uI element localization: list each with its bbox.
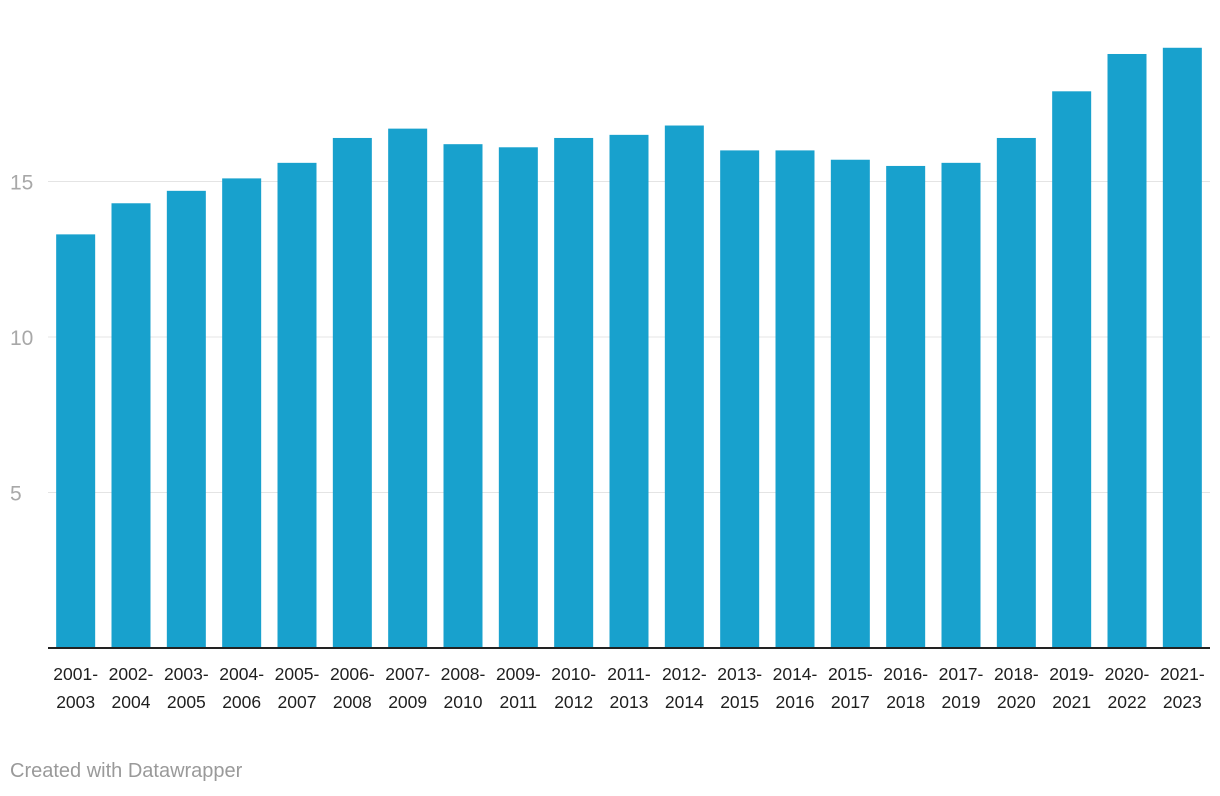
x-axis-category-labels: 2001-20032002-20042003-20052004-20062005… <box>53 664 1205 712</box>
x-tick-label: 2013-2015 <box>717 664 762 712</box>
bar <box>886 165 926 648</box>
x-tick-label: 2007-2009 <box>385 664 430 712</box>
bar <box>222 178 262 648</box>
y-axis-tick-labels: 5 10 15 <box>10 172 33 506</box>
bar <box>1107 53 1147 649</box>
x-tick-label: 2008-2010 <box>441 664 486 712</box>
bar <box>56 234 96 648</box>
bar <box>830 159 870 649</box>
x-tick-label: 2017-2019 <box>939 664 984 712</box>
y-tick-label: 15 <box>10 172 33 195</box>
bar <box>941 162 981 648</box>
bar <box>664 125 704 648</box>
x-tick-label: 2020-2022 <box>1105 664 1150 712</box>
x-tick-label: 2018-2020 <box>994 664 1039 712</box>
x-tick-label: 2002-2004 <box>109 664 154 712</box>
x-tick-label: 2019-2021 <box>1049 664 1094 712</box>
x-tick-label: 2010-2012 <box>551 664 596 712</box>
bar <box>498 147 538 649</box>
x-tick-label: 2014-2016 <box>773 664 818 712</box>
bar <box>388 128 428 648</box>
y-tick-label: 10 <box>10 327 33 350</box>
x-tick-label: 2004-2006 <box>219 664 264 712</box>
bar <box>554 137 594 648</box>
bar <box>720 150 760 648</box>
bar <box>775 150 815 648</box>
x-tick-label: 2015-2017 <box>828 664 873 712</box>
datawrapper-credit: Created with Datawrapper <box>10 760 243 782</box>
bar <box>111 203 151 648</box>
bar <box>443 144 483 648</box>
x-tick-label: 2005-2007 <box>275 664 320 712</box>
bar <box>1162 47 1202 648</box>
bar <box>332 137 372 648</box>
x-tick-label: 2016-2018 <box>883 664 928 712</box>
x-tick-label: 2009-2011 <box>496 664 541 712</box>
x-tick-label: 2006-2008 <box>330 664 375 712</box>
x-tick-label: 2011-2013 <box>607 664 651 712</box>
x-tick-label: 2003-2005 <box>164 664 209 712</box>
bar <box>609 134 649 649</box>
x-tick-label: 2012-2014 <box>662 664 707 712</box>
x-tick-label: 2021-2023 <box>1160 664 1205 712</box>
bar <box>277 162 317 648</box>
bar <box>1052 91 1092 648</box>
y-tick-label: 5 <box>10 483 22 506</box>
x-tick-label: 2001-2003 <box>53 664 98 712</box>
bars <box>56 47 1202 649</box>
bar <box>166 190 206 648</box>
bar <box>996 137 1036 648</box>
